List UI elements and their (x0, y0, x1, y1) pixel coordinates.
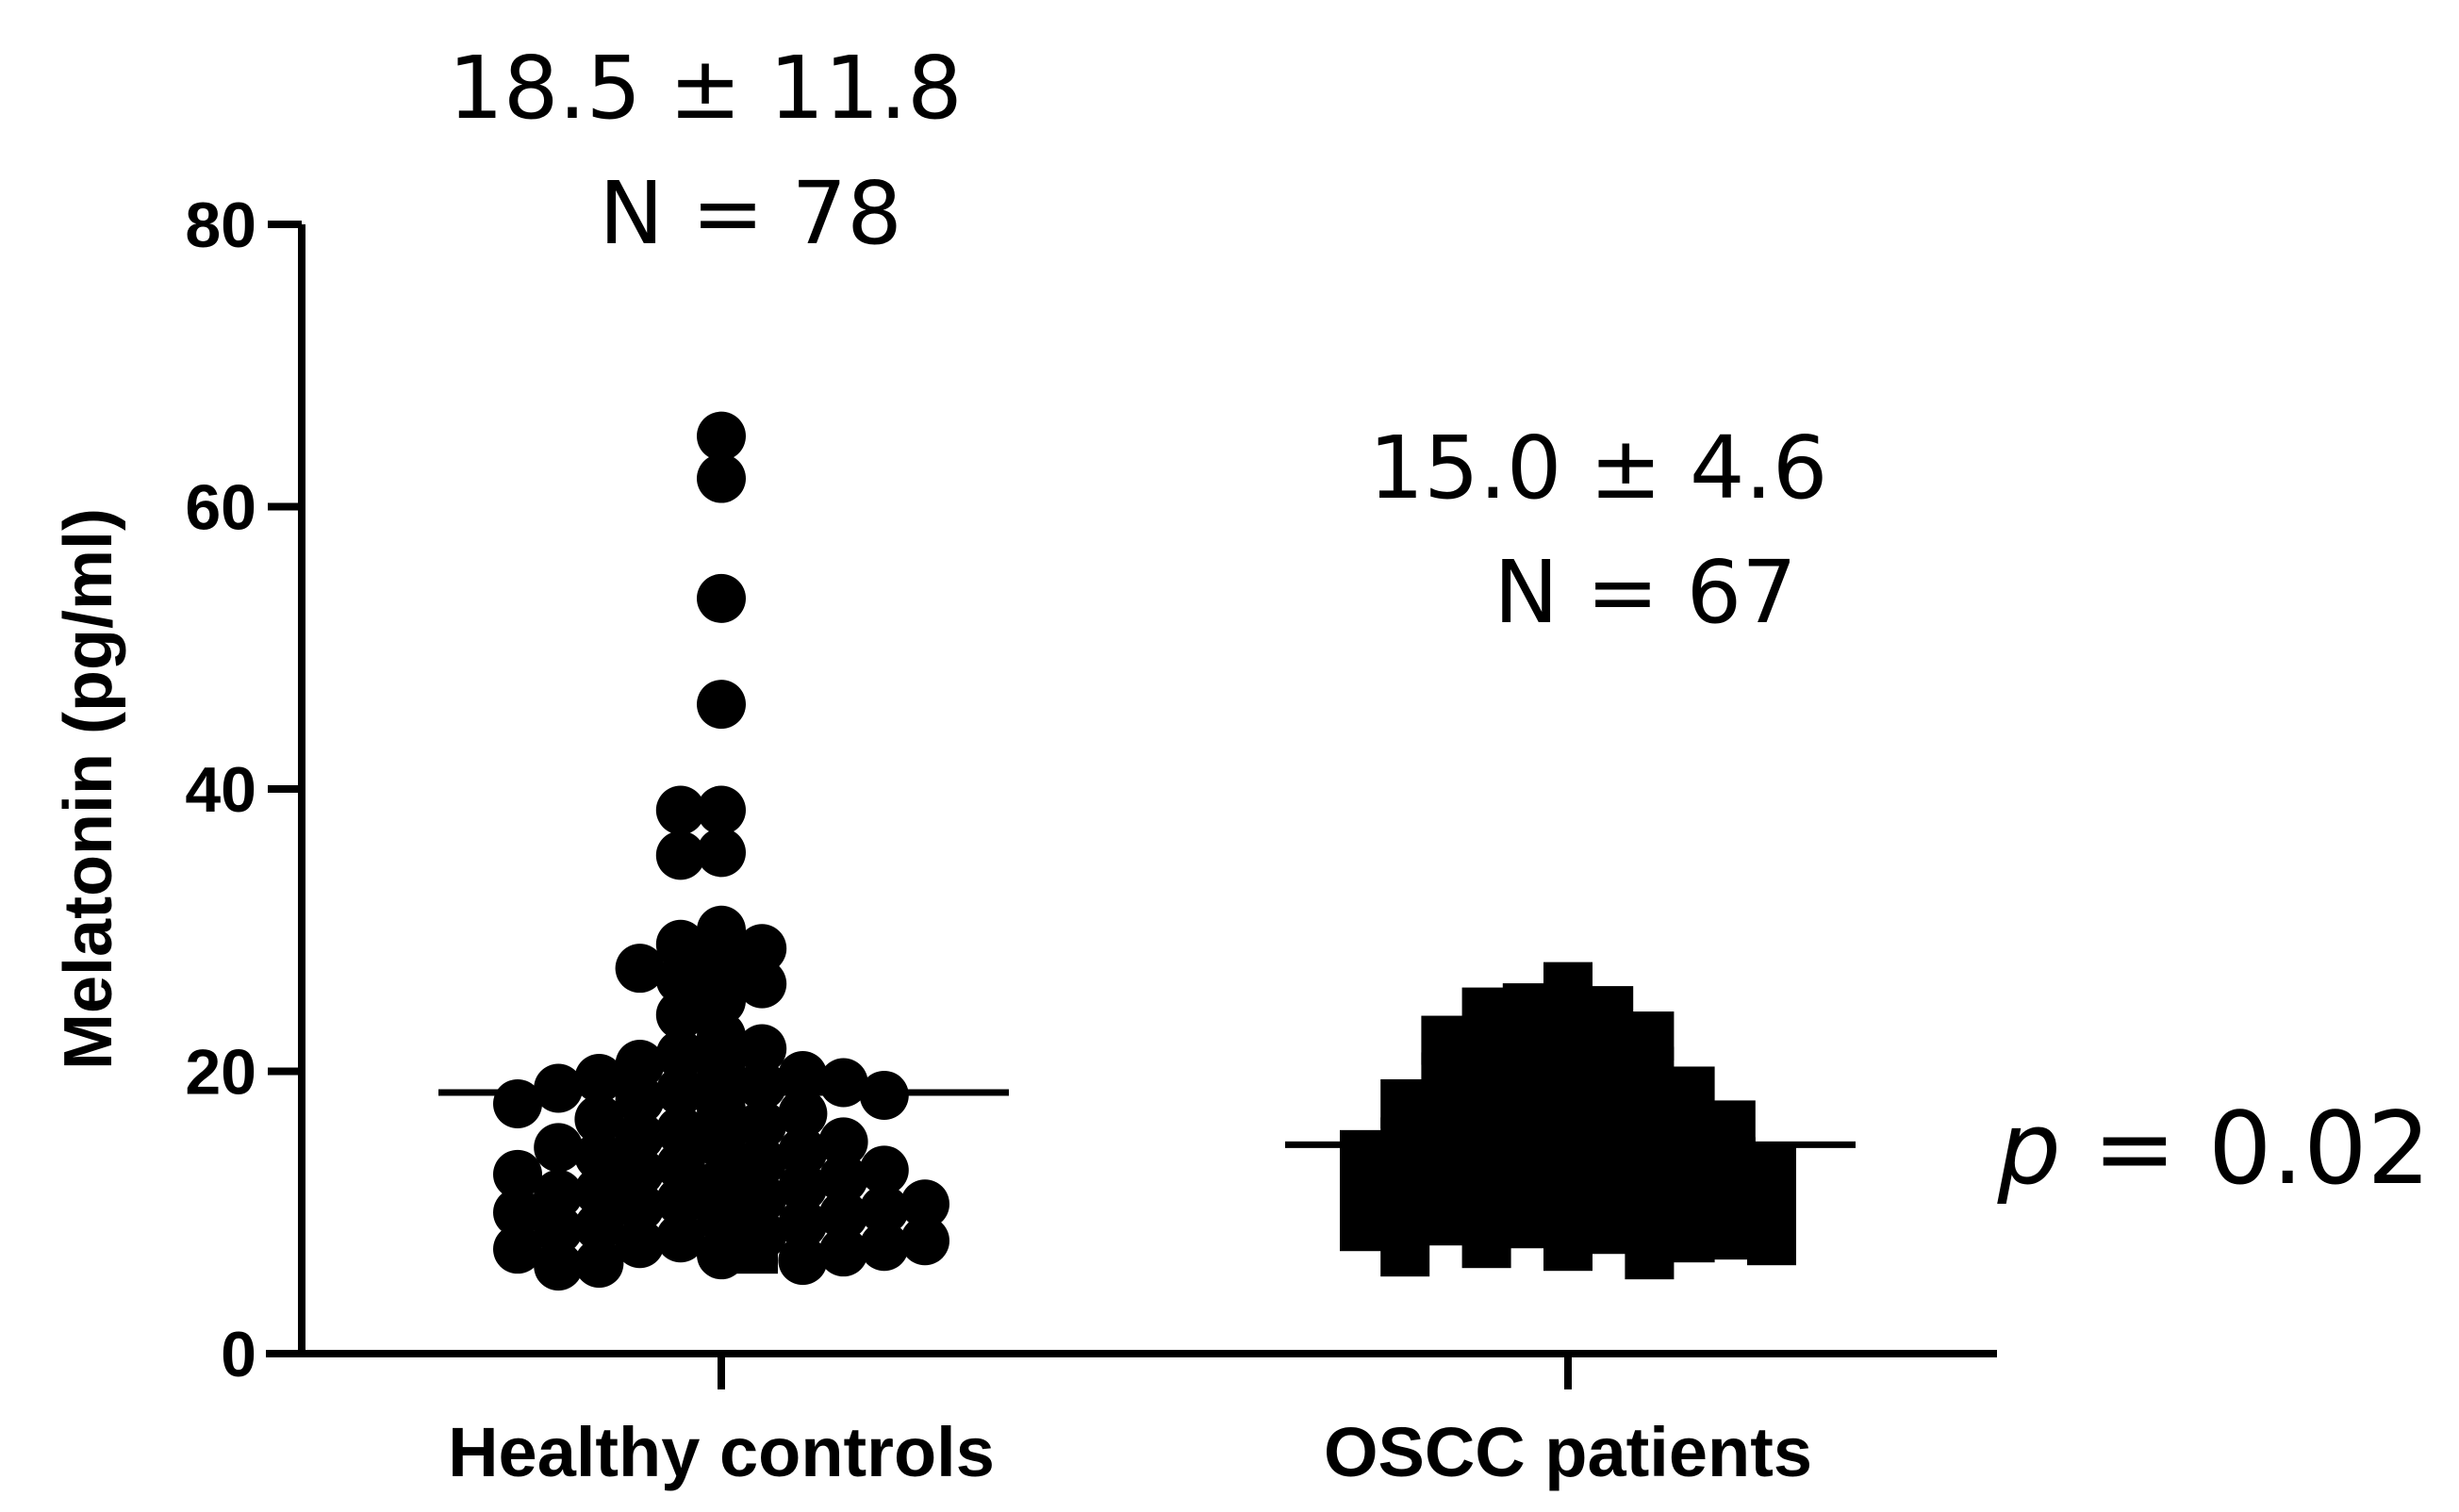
point-healthy-73 (574, 1239, 624, 1289)
point-healthy-7 (655, 830, 705, 880)
point-healthy-19 (655, 1029, 705, 1079)
point-healthy-25 (737, 1060, 787, 1110)
point-oscc-61 (1747, 1216, 1796, 1266)
point-oscc-63 (1543, 1222, 1593, 1272)
y-tick-label-80: 80 (185, 189, 256, 261)
point-healthy-54 (859, 1185, 909, 1235)
y-tick-label-40: 40 (185, 754, 256, 826)
point-healthy-51 (655, 1176, 705, 1226)
point-healthy-66 (615, 1219, 665, 1269)
point-healthy-3 (697, 680, 746, 730)
point-healthy-17 (697, 1011, 746, 1061)
point-healthy-32 (778, 1089, 828, 1139)
data-points (493, 411, 1796, 1291)
point-healthy-42 (655, 1141, 705, 1191)
point-healthy-34 (737, 1100, 787, 1150)
point-healthy-40 (574, 1131, 624, 1181)
p-value: p = 0.02 (1996, 1091, 2431, 1207)
point-healthy-68 (493, 1224, 542, 1274)
annotations: 18.5 ± 11.8 N = 78 15.0 ± 4.6 N = 67 p =… (448, 38, 2431, 1207)
point-healthy-77 (615, 1146, 665, 1196)
p-value-symbol: p (1996, 1091, 2060, 1207)
point-healthy-11 (697, 941, 746, 991)
point-healthy-31 (697, 1084, 746, 1134)
y-axis-title: Melatonin (pg/ml) (51, 508, 126, 1070)
point-healthy-20 (615, 1040, 665, 1090)
point-oscc-65 (1380, 1227, 1430, 1277)
point-healthy-16 (655, 990, 705, 1040)
point-healthy-26 (534, 1063, 584, 1113)
point-healthy-0 (697, 411, 746, 461)
point-healthy-14 (737, 959, 787, 1009)
point-healthy-22 (778, 1050, 828, 1100)
point-healthy-52 (900, 1179, 949, 1229)
point-healthy-8 (697, 905, 746, 955)
healthy-stat-mean-sd: 18.5 ± 11.8 (448, 38, 962, 139)
point-healthy-47 (778, 1162, 828, 1212)
point-healthy-49 (534, 1169, 584, 1219)
point-healthy-35 (655, 1106, 705, 1156)
point-healthy-5 (655, 785, 705, 835)
point-healthy-65 (900, 1216, 949, 1266)
point-healthy-53 (615, 1182, 665, 1232)
point-healthy-30 (493, 1078, 542, 1128)
x-category-label-0: Healthy controls (448, 1413, 995, 1491)
mean-lines (438, 1089, 1856, 1148)
point-oscc-66 (1625, 1230, 1675, 1280)
point-oscc-62 (1461, 1219, 1511, 1269)
p-value-number: = 0.02 (2092, 1091, 2431, 1207)
point-healthy-15 (697, 976, 746, 1026)
point-healthy-2 (697, 573, 746, 623)
point-healthy-36 (615, 1111, 665, 1161)
point-healthy-38 (534, 1123, 584, 1173)
point-healthy-61 (534, 1205, 584, 1255)
point-healthy-4 (697, 785, 746, 835)
y-tick-label-0: 0 (221, 1319, 256, 1390)
point-healthy-74 (534, 1241, 584, 1291)
point-healthy-48 (574, 1166, 624, 1216)
point-healthy-6 (697, 828, 746, 878)
point-healthy-1 (697, 453, 746, 503)
y-ticks: 0 20 40 60 80 (185, 189, 302, 1390)
point-healthy-21 (697, 1046, 746, 1096)
point-healthy-69 (818, 1227, 868, 1277)
point-healthy-56 (818, 1191, 868, 1241)
point-healthy-55 (493, 1188, 542, 1238)
x-ticks: Healthy controls OSCC patients (448, 1354, 1812, 1491)
point-healthy-39 (778, 1126, 828, 1176)
point-healthy-60 (574, 1202, 624, 1252)
point-healthy-43 (859, 1145, 909, 1195)
point-healthy-13 (655, 955, 705, 1005)
point-healthy-18 (737, 1024, 787, 1074)
point-oscc-64 (729, 1224, 778, 1274)
oscc-stat-mean-sd: 15.0 ± 4.6 (1369, 418, 1828, 518)
point-healthy-12 (615, 944, 665, 994)
point-healthy-44 (493, 1149, 542, 1199)
healthy-stat-n: N = 78 (599, 163, 901, 264)
oscc-stat-n: N = 67 (1494, 542, 1796, 643)
point-healthy-9 (655, 919, 705, 969)
point-healthy-59 (778, 1199, 828, 1249)
point-healthy-67 (859, 1222, 909, 1272)
y-tick-label-20: 20 (185, 1037, 256, 1109)
point-healthy-45 (818, 1154, 868, 1204)
point-healthy-33 (574, 1094, 624, 1144)
point-healthy-29 (615, 1075, 665, 1125)
x-category-label-1: OSCC patients (1324, 1413, 1812, 1491)
point-healthy-72 (778, 1236, 828, 1286)
y-tick-label-60: 60 (185, 472, 256, 544)
point-healthy-37 (818, 1117, 868, 1167)
point-healthy-10 (737, 924, 787, 974)
point-healthy-64 (655, 1213, 705, 1263)
